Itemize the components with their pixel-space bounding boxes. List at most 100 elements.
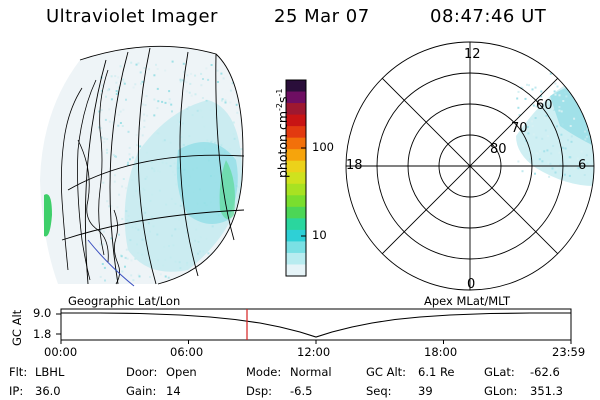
- emission-speck: [143, 126, 146, 128]
- emission-speck: [100, 229, 102, 232]
- glat-value: -62.6: [530, 365, 560, 379]
- emission-speck: [103, 141, 106, 144]
- emission-speck: [100, 109, 103, 111]
- emission-speck: [549, 105, 552, 108]
- emission-speck: [143, 119, 146, 122]
- emission-speck: [102, 242, 105, 245]
- emission-speck: [556, 125, 558, 128]
- emission-speck: [554, 82, 557, 85]
- emission-speck: [108, 88, 111, 91]
- emission-speck: [99, 242, 102, 245]
- timeline-x-tick-0000: 00:00: [44, 345, 78, 359]
- emission-speck: [179, 78, 182, 81]
- emission-speck: [181, 79, 184, 82]
- emission-speck: [121, 185, 124, 188]
- polar-grid: [345, 41, 595, 291]
- colorbar-step: [286, 229, 306, 243]
- emission-speck: [239, 74, 242, 77]
- timeline-x-tick-0600: 06:00: [170, 345, 204, 359]
- emission-speck: [110, 205, 113, 207]
- mode-label: Mode:: [246, 365, 282, 379]
- emission-speck: [104, 279, 106, 282]
- emission-speck: [545, 114, 548, 117]
- emission-speck: [108, 120, 111, 123]
- emission-speck: [570, 140, 573, 143]
- colorbar-step: [286, 80, 306, 93]
- emission-speck: [121, 125, 124, 127]
- emission-speck: [127, 130, 130, 133]
- emission-speck: [558, 94, 561, 97]
- timeline-x-tick-1200: 12:00: [297, 345, 331, 359]
- colorbar-step: [286, 137, 306, 150]
- emission-speck: [234, 69, 237, 71]
- latitude-longitude-grid: [61, 47, 245, 285]
- emission-speck: [226, 261, 229, 264]
- emission-speck: [565, 168, 568, 171]
- emission-speck: [110, 237, 113, 240]
- emission-speck: [161, 100, 164, 103]
- emission-speck: [583, 168, 586, 171]
- emission-speck: [105, 95, 107, 98]
- emission-speck: [114, 155, 116, 158]
- emission-speck: [550, 152, 553, 155]
- emission-speck: [171, 60, 174, 63]
- ip-value: 36.0: [35, 384, 61, 398]
- emission-speck: [242, 86, 243, 89]
- emission-speck: [135, 63, 138, 66]
- colorbar-gradient: [286, 80, 306, 277]
- emission-speck: [194, 74, 197, 77]
- emission-speck: [185, 90, 188, 93]
- emission-speck: [115, 81, 118, 84]
- emission-speck: [564, 91, 567, 94]
- emission-speck: [553, 90, 556, 93]
- emission-speck: [144, 104, 147, 107]
- emission-speck: [563, 147, 566, 150]
- emission-speck: [102, 181, 105, 184]
- emission-speck: [540, 95, 543, 98]
- emission-speck: [185, 81, 188, 84]
- emission-speck: [242, 123, 243, 126]
- emission-speck: [551, 108, 554, 111]
- emission-speck: [231, 262, 234, 265]
- emission-speck: [210, 64, 213, 66]
- emission-speck: [568, 174, 571, 177]
- emission-speck: [153, 98, 156, 101]
- emission-speck: [148, 68, 151, 71]
- emission-speck: [119, 65, 122, 68]
- emission-speck: [114, 174, 116, 177]
- mlt-label-0: 0: [467, 277, 476, 292]
- emission-speck: [558, 109, 561, 112]
- observation-time: 08:47:46 UT: [430, 6, 547, 27]
- colorbar-step: [286, 103, 306, 116]
- emission-speck: [568, 158, 571, 161]
- emission-speck: [585, 154, 588, 157]
- emission-speck: [237, 270, 240, 273]
- emission-speck: [567, 139, 569, 142]
- emission-speck: [129, 158, 131, 161]
- emission-speck: [183, 70, 186, 73]
- observation-date: 25 Mar 07: [274, 6, 370, 27]
- emission-speck: [557, 75, 560, 78]
- emission-speck: [580, 93, 583, 96]
- emission-speck: [123, 81, 125, 83]
- emission-speck: [586, 162, 589, 165]
- emission-speck: [558, 106, 561, 108]
- emission-speck: [102, 230, 105, 233]
- colorbar-frame: [285, 79, 307, 277]
- colorbar-step: [286, 160, 306, 173]
- emission-speck: [562, 100, 565, 102]
- emission-speck: [240, 234, 243, 237]
- emission-speck: [164, 101, 167, 104]
- emission-speck: [581, 106, 584, 109]
- emission-speck: [126, 257, 129, 260]
- emission-speck: [100, 127, 103, 130]
- emission-speck: [517, 90, 520, 93]
- emission-speck: [190, 72, 193, 75]
- emission-speck: [116, 206, 119, 209]
- emission-speck: [584, 130, 587, 133]
- emission-speck: [517, 160, 520, 163]
- emission-speck: [109, 223, 112, 226]
- emission-speck: [126, 163, 129, 166]
- seq-value: 39: [418, 384, 433, 398]
- emission-speck: [531, 125, 534, 128]
